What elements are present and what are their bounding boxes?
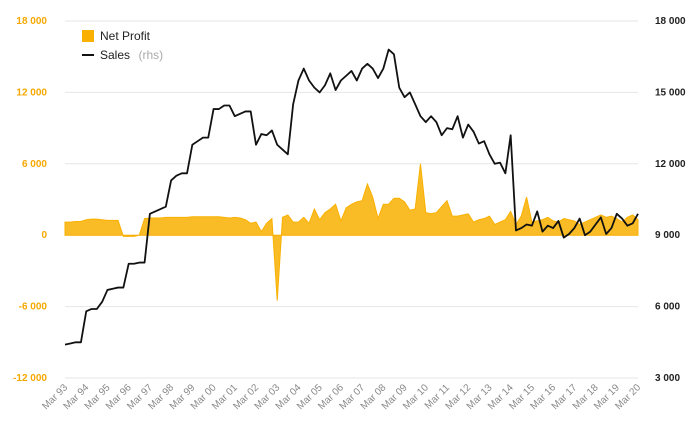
left-tick-label: 12 000 [16, 87, 47, 98]
sales-line [64, 48, 639, 346]
left-tick-label: 18 000 [16, 16, 47, 27]
sales-line-layer [64, 48, 639, 346]
legend-entry-sales: Sales (rhs) [100, 46, 163, 63]
legend-suffix-sales: (rhs) [138, 48, 163, 62]
legend-swatch-net-profit [82, 30, 94, 42]
left-tick-label: 0 [41, 230, 47, 241]
legend-label-sales: Sales [100, 48, 130, 62]
right-tick-label: 3 000 [655, 373, 680, 384]
right-axis: 18 000 15 000 12 000 9 000 6 000 3 000 [655, 16, 686, 384]
grid-layer [65, 20, 638, 379]
legend-label-net-profit: Net Profit [100, 29, 151, 43]
profit-area-layer [64, 163, 639, 301]
right-tick-label: 6 000 [655, 302, 680, 313]
left-tick-label: -6 000 [19, 302, 48, 313]
left-tick-label: 6 000 [22, 159, 47, 170]
legend: Net Profit Sales (rhs) [82, 29, 163, 63]
net-profit-area [64, 163, 639, 301]
right-tick-label: 9 000 [655, 230, 680, 241]
right-tick-label: 18 000 [655, 16, 686, 27]
left-axis: 18 000 12 000 6 000 0 -6 000 -12 000 [13, 16, 47, 384]
right-tick-label: 12 000 [655, 159, 686, 170]
left-tick-label: -12 000 [13, 373, 47, 384]
right-tick-label: 15 000 [655, 87, 686, 98]
